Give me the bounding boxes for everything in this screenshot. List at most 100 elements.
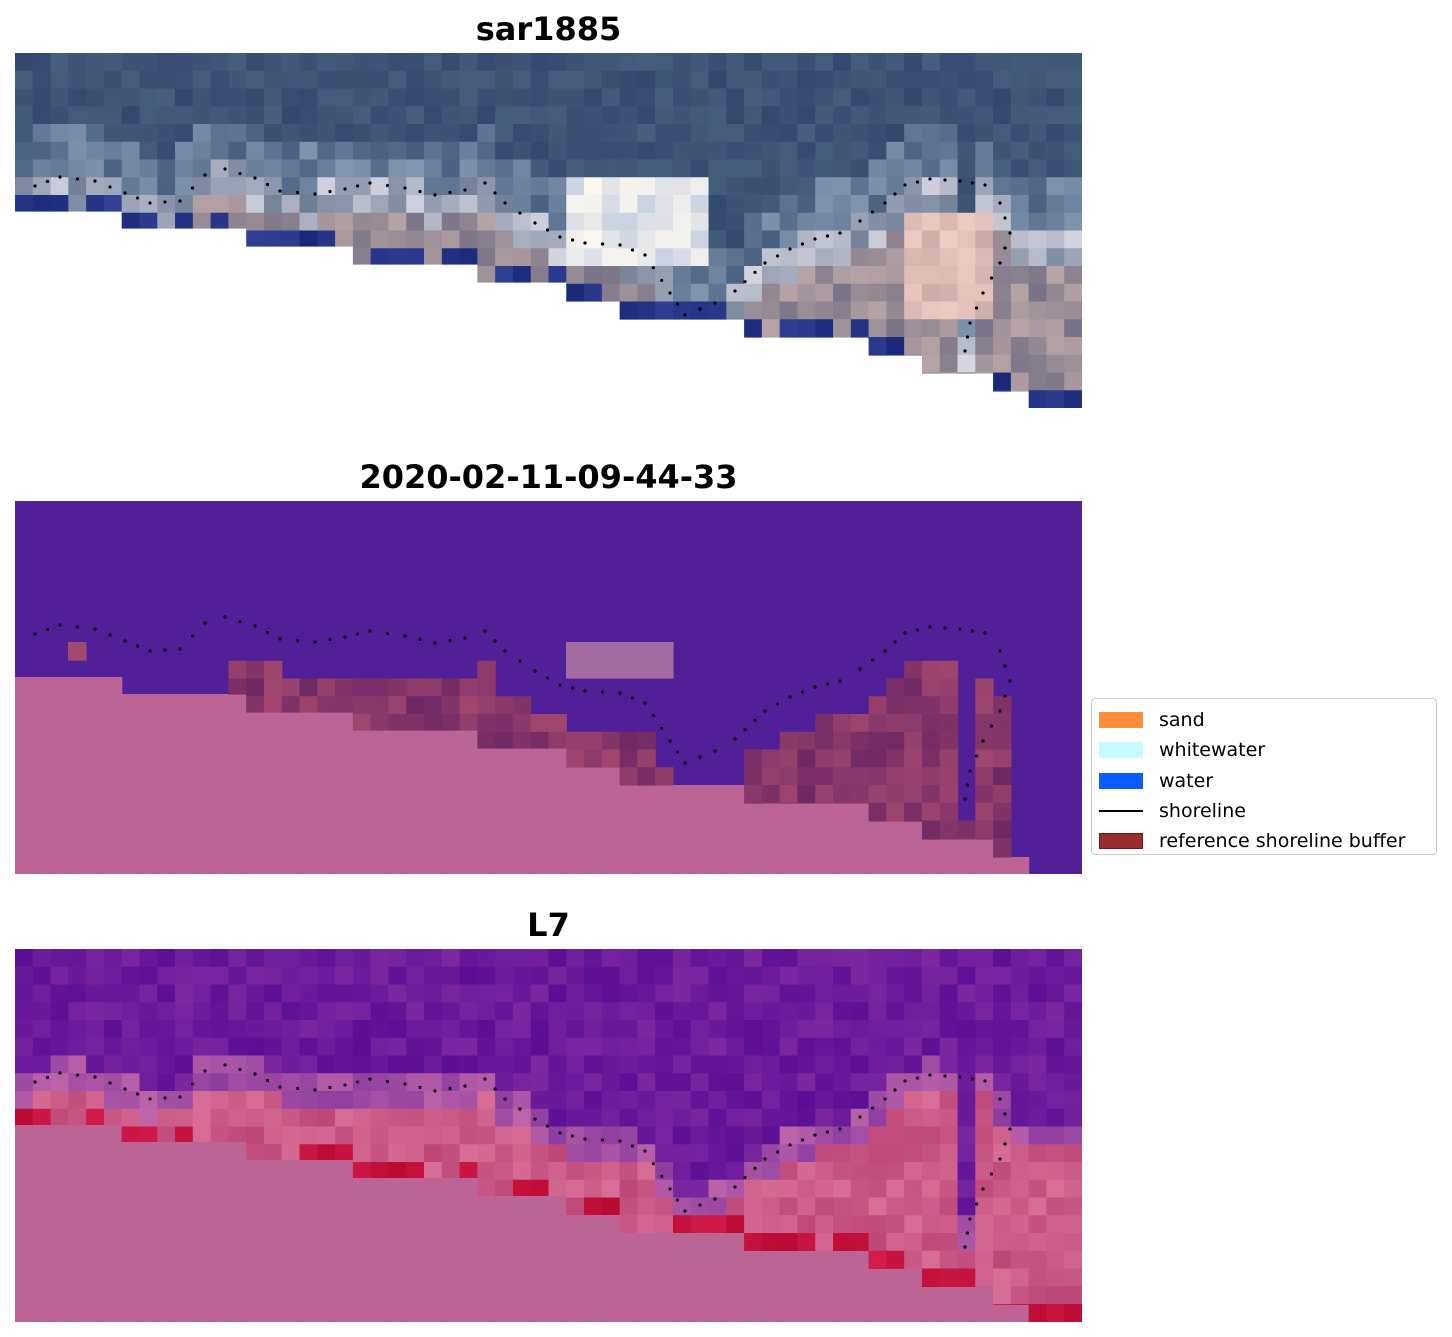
- shoreline-point: [108, 185, 112, 189]
- image-pixel: [1010, 53, 1030, 72]
- image-pixel: [708, 53, 727, 72]
- image-pixel: [1010, 319, 1030, 338]
- shoreline-point: [238, 1067, 242, 1072]
- image-pixel: [655, 70, 674, 90]
- image-pixel: [886, 1250, 905, 1270]
- image-pixel: [690, 1055, 710, 1074]
- image-pixel: [975, 966, 994, 986]
- shoreline-point: [903, 631, 907, 635]
- shoreline-point: [675, 1198, 680, 1202]
- image-pixel: [352, 230, 372, 249]
- image-pixel: [1010, 1020, 1030, 1039]
- image-pixel: [761, 1037, 781, 1057]
- image-pixel: [957, 354, 976, 374]
- buffer-pixel: [833, 731, 852, 751]
- image-pixel: [210, 88, 229, 107]
- image-pixel: [317, 177, 336, 196]
- image-pixel: [281, 1020, 301, 1039]
- image-pixel: [32, 159, 52, 178]
- image-pixel: [797, 1055, 816, 1074]
- image-pixel: [68, 966, 87, 986]
- image-pixel: [352, 1144, 372, 1163]
- image-pixel: [406, 53, 425, 72]
- image-pixel: [352, 212, 372, 232]
- image-pixel: [299, 106, 318, 125]
- image-pixel: [726, 212, 745, 232]
- image-pixel: [548, 88, 567, 107]
- image-pixel: [1064, 1108, 1082, 1128]
- image-pixel: [886, 337, 905, 356]
- image-pixel: [1010, 984, 1030, 1003]
- image-pixel: [690, 141, 710, 161]
- image-pixel: [139, 1126, 158, 1143]
- image-pixel: [352, 70, 372, 90]
- image-pixel: [672, 1108, 692, 1128]
- image-pixel: [957, 195, 976, 214]
- image-pixel: [601, 1144, 621, 1163]
- image-pixel: [1046, 1002, 1065, 1021]
- image-pixel: [619, 1020, 639, 1039]
- image-pixel: [672, 1179, 692, 1199]
- image-pixel: [993, 88, 1012, 107]
- image-pixel: [566, 1144, 585, 1163]
- buffer-pixel: [512, 714, 532, 733]
- shoreline-point: [278, 1085, 282, 1089]
- image-pixel: [388, 177, 407, 196]
- buffer-pixel: [886, 749, 905, 768]
- image-pixel: [530, 1037, 550, 1057]
- image-pixel: [530, 984, 550, 1003]
- image-pixel: [850, 1037, 870, 1057]
- shoreline-point: [253, 1072, 257, 1076]
- shoreline-point: [643, 701, 647, 705]
- image-pixel: [886, 88, 905, 107]
- image-pixel: [406, 1126, 425, 1145]
- image-pixel: [566, 1091, 585, 1110]
- image-pixel: [263, 177, 283, 196]
- buffer-pixel: [939, 714, 959, 733]
- image-pixel: [708, 966, 727, 986]
- image-pixel: [317, 159, 336, 178]
- image-pixel: [1028, 159, 1048, 178]
- land-mask-pixel: [584, 1215, 603, 1322]
- image-pixel: [530, 1055, 550, 1074]
- image-pixel: [921, 949, 941, 968]
- buffer-pixel: [299, 696, 318, 713]
- image-pixel: [228, 984, 247, 1003]
- image-pixel: [566, 949, 585, 968]
- image-pixel: [370, 1055, 390, 1074]
- image-pixel: [228, 53, 247, 72]
- image-pixel: [637, 1055, 656, 1074]
- image-pixel: [886, 1091, 905, 1110]
- image-pixel: [672, 1091, 692, 1110]
- image-pixel: [548, 1055, 567, 1074]
- image-pixel: [299, 230, 318, 247]
- image-pixel: [317, 53, 336, 72]
- image-pixel: [886, 1215, 905, 1234]
- image-pixel: [406, 984, 425, 1003]
- image-pixel: [619, 53, 639, 72]
- image-pixel: [744, 195, 763, 214]
- shoreline-point: [533, 669, 537, 673]
- image-pixel: [441, 1073, 461, 1092]
- image-pixel: [299, 1020, 318, 1039]
- image-pixel: [1028, 106, 1048, 125]
- image-pixel: [921, 372, 941, 374]
- buffer-pixel: [904, 802, 923, 822]
- image-pixel: [957, 70, 976, 90]
- image-pixel: [441, 1126, 461, 1145]
- image-pixel: [993, 266, 1012, 285]
- image-pixel: [210, 124, 229, 143]
- image-pixel: [904, 949, 923, 968]
- image-pixel: [530, 1144, 550, 1163]
- land-mask-pixel: [424, 1178, 443, 1322]
- shoreline-point: [328, 637, 332, 642]
- image-pixel: [619, 949, 639, 968]
- image-pixel: [744, 124, 763, 143]
- image-pixel: [779, 106, 799, 125]
- image-pixel: [708, 141, 727, 161]
- image-pixel: [424, 195, 443, 214]
- image-pixel: [921, 1250, 941, 1270]
- image-pixel: [708, 106, 727, 125]
- land-mask-pixel: [139, 1142, 158, 1322]
- image-pixel: [672, 88, 692, 107]
